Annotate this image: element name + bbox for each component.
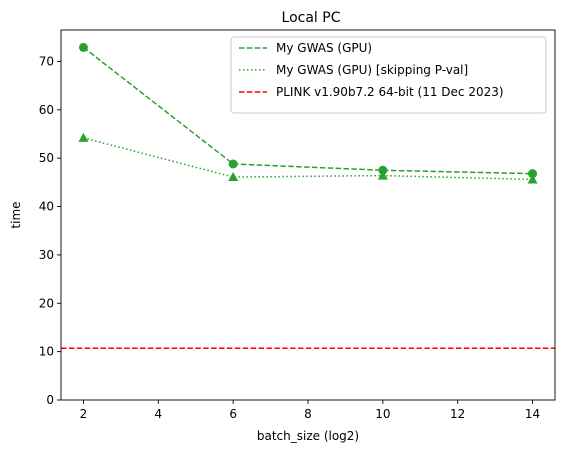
series-1-point	[377, 170, 388, 180]
x-tick-label: 12	[450, 407, 465, 421]
legend: My GWAS (GPU) My GWAS (GPU) [skipping P-v…	[230, 36, 547, 114]
y-tick-label: 60	[39, 103, 54, 117]
y-axis-label: time	[9, 201, 23, 228]
legend-label-0: My GWAS (GPU)	[276, 41, 372, 55]
x-tick-label: 10	[375, 407, 390, 421]
series-line-1	[83, 137, 533, 181]
legend-label-2: PLINK v1.90b7.2 64-bit (11 Dec 2023)	[276, 85, 504, 99]
y-tick-label: 30	[39, 248, 54, 262]
x-tick-label: 4	[154, 407, 162, 421]
legend-box	[230, 36, 547, 114]
y-tick-label: 0	[46, 393, 54, 407]
x-axis-label: batch_size (log2)	[257, 429, 359, 443]
y-tick-label: 70	[39, 54, 54, 68]
series-1-point	[78, 132, 89, 142]
series-0-point	[378, 165, 388, 175]
x-tick-label: 14	[525, 407, 540, 421]
series-1-point	[228, 172, 239, 182]
x-tick-label: 8	[304, 407, 312, 421]
x-tick-label: 2	[80, 407, 88, 421]
x-tick-label: 6	[229, 407, 237, 421]
x-axis-ticks: 2 4 6 8 10 12 14	[80, 400, 540, 421]
y-tick-label: 40	[39, 200, 54, 214]
y-tick-label: 50	[39, 151, 54, 165]
series-0-point	[228, 159, 238, 169]
chart-title: Local PC	[282, 10, 341, 26]
series-line-0	[82, 46, 533, 175]
series-layer	[61, 42, 555, 349]
legend-label-1: My GWAS (GPU) [skipping P-val]	[276, 63, 468, 77]
y-axis-ticks: 0 10 20 30 40 50 60 70	[39, 54, 61, 407]
y-tick-label: 20	[39, 296, 54, 310]
y-tick-label: 10	[39, 345, 54, 359]
series-0-point	[78, 42, 88, 52]
series-0-point	[528, 169, 538, 179]
series-1-point	[527, 174, 538, 184]
